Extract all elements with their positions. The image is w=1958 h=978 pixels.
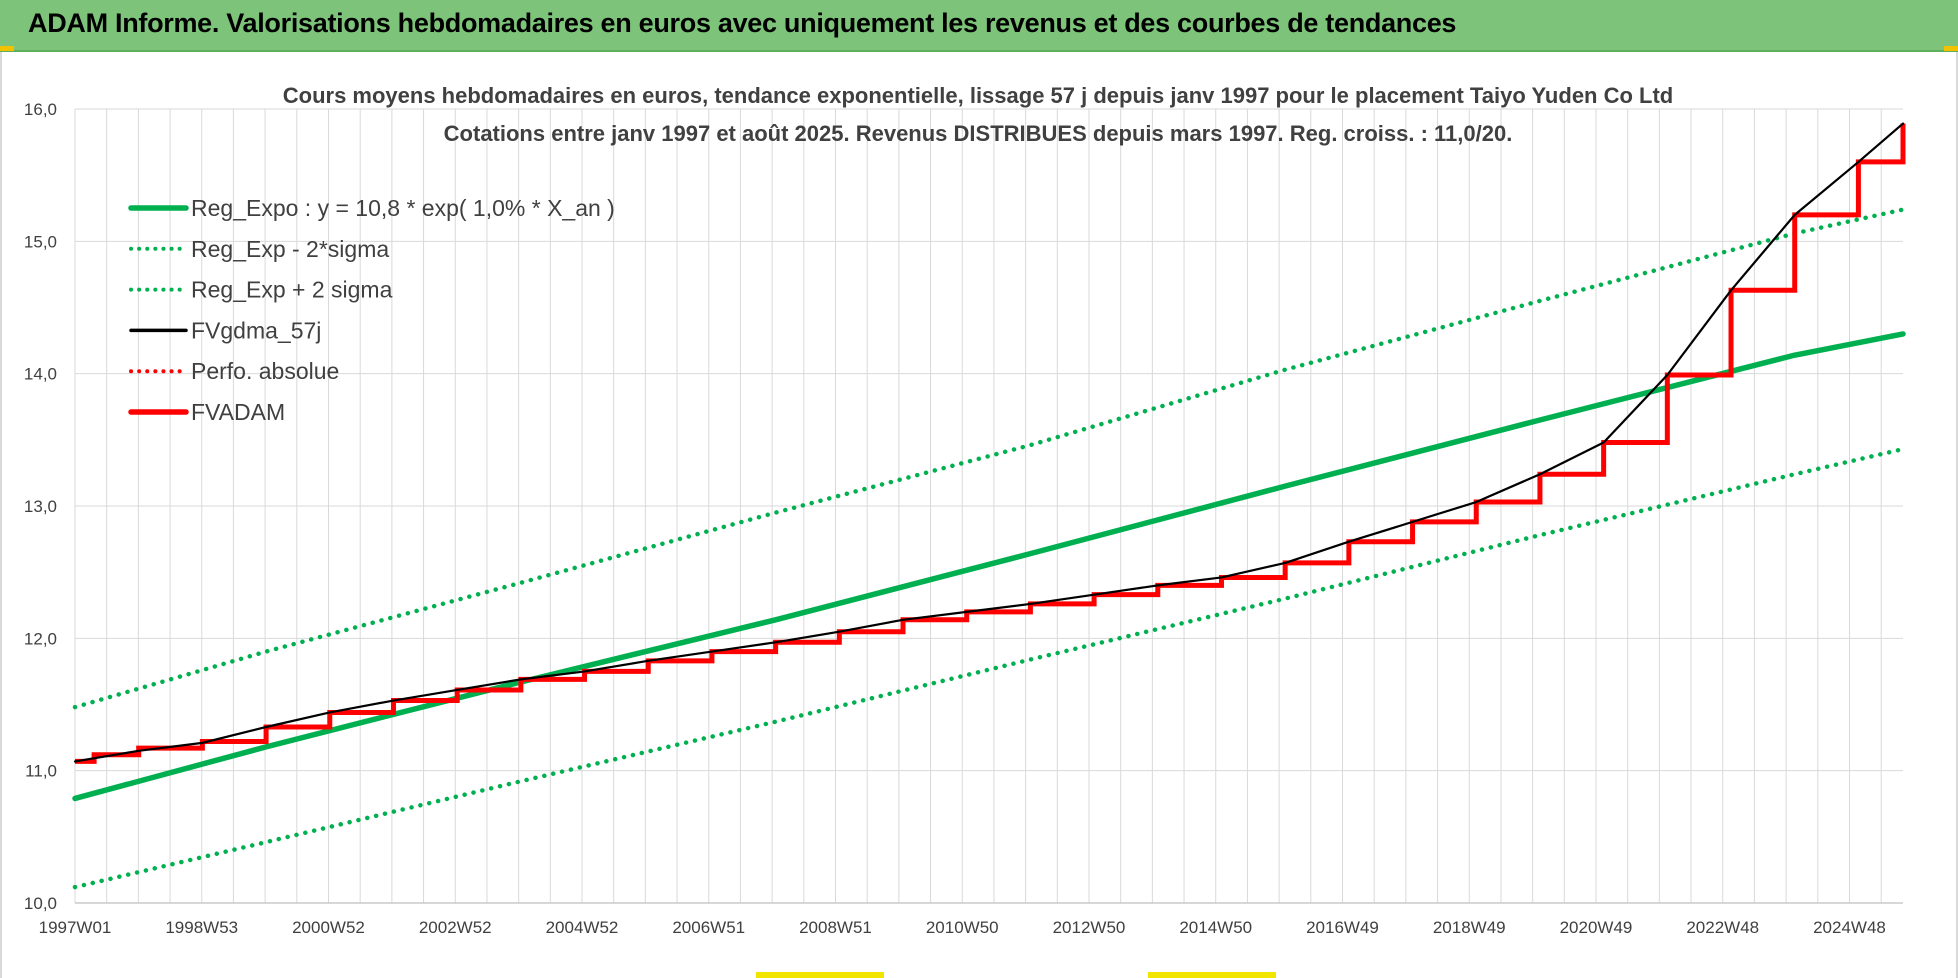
- x-tick-label: 1997W01: [39, 918, 112, 937]
- chart-grid: [74, 108, 1903, 904]
- sheet-tab-marker: [1148, 972, 1276, 978]
- x-tick-label: 2012W50: [1053, 918, 1126, 937]
- chart-subtitle: Cotations entre janv 1997 et août 2025. …: [444, 121, 1513, 146]
- y-tick-label: 14,0: [24, 365, 57, 384]
- y-tick-label: 10,0: [24, 894, 57, 913]
- banner-corner-left: [0, 46, 14, 51]
- chart-frame: [0, 52, 1958, 978]
- legend-label: FVADAM: [191, 399, 285, 425]
- report-banner: ADAM Informe. Valorisations hebdomadaire…: [0, 0, 1958, 52]
- x-tick-label: 2004W52: [546, 918, 619, 937]
- x-tick-label: 2000W52: [292, 918, 365, 937]
- series-line-reg-exp-2-sigma: [72, 207, 1906, 710]
- y-tick-label: 13,0: [24, 497, 57, 516]
- banner-corner-right: [1944, 46, 1958, 51]
- y-tick-label: 15,0: [24, 232, 57, 251]
- chart-series: [72, 122, 1906, 890]
- x-tick-label: 2016W49: [1306, 918, 1379, 937]
- y-axis-ticks: 10,0 11,0 12,0 13,0 14,0 15,0 16,0: [24, 100, 57, 913]
- x-tick-label: 1998W53: [165, 918, 238, 937]
- legend-label: Reg_Expo : y = 10,8 * exp( 1,0% * X_an ): [191, 195, 615, 221]
- x-tick-label: 2006W51: [672, 918, 745, 937]
- series-line-fvgdma-57j: [73, 122, 1905, 763]
- y-tick-label: 12,0: [24, 629, 57, 648]
- legend-label: FVgdma_57j: [191, 317, 321, 343]
- x-tick-label: 2008W51: [799, 918, 872, 937]
- x-tick-label: 2018W49: [1433, 918, 1506, 937]
- x-tick-label: 2024W48: [1813, 918, 1886, 937]
- series-line-reg-exp-2-sigma: [72, 446, 1906, 890]
- x-tick-label: 2022W48: [1686, 918, 1759, 937]
- series-line-reg-expo-y-10-8-exp-1-0-x-an: [72, 331, 1906, 802]
- y-tick-label: 11,0: [25, 762, 57, 781]
- x-tick-label: 2020W49: [1560, 918, 1633, 937]
- x-tick-label: 2002W52: [419, 918, 492, 937]
- x-axis-ticks: 1997W01 1998W53 2000W52 2002W52 2004W52 2006W…: [39, 918, 1886, 937]
- legend-label: Reg_Exp + 2 sigma: [191, 277, 393, 303]
- report-title: ADAM Informe. Valorisations hebdomadaire…: [28, 8, 1457, 38]
- x-tick-label: 2010W50: [926, 918, 999, 937]
- sheet-tab-marker: [756, 972, 884, 978]
- legend-label: Reg_Exp - 2*sigma: [191, 236, 389, 262]
- legend-label: Perfo. absolue: [191, 358, 339, 384]
- x-tick-label: 2014W50: [1179, 918, 1252, 937]
- chart-legend: Reg_Expo : y = 10,8 * exp( 1,0% * X_an )…: [128, 195, 615, 425]
- y-tick-label: 16,0: [24, 100, 57, 119]
- chart-title: Cours moyens hebdomadaires en euros, ten…: [283, 83, 1674, 108]
